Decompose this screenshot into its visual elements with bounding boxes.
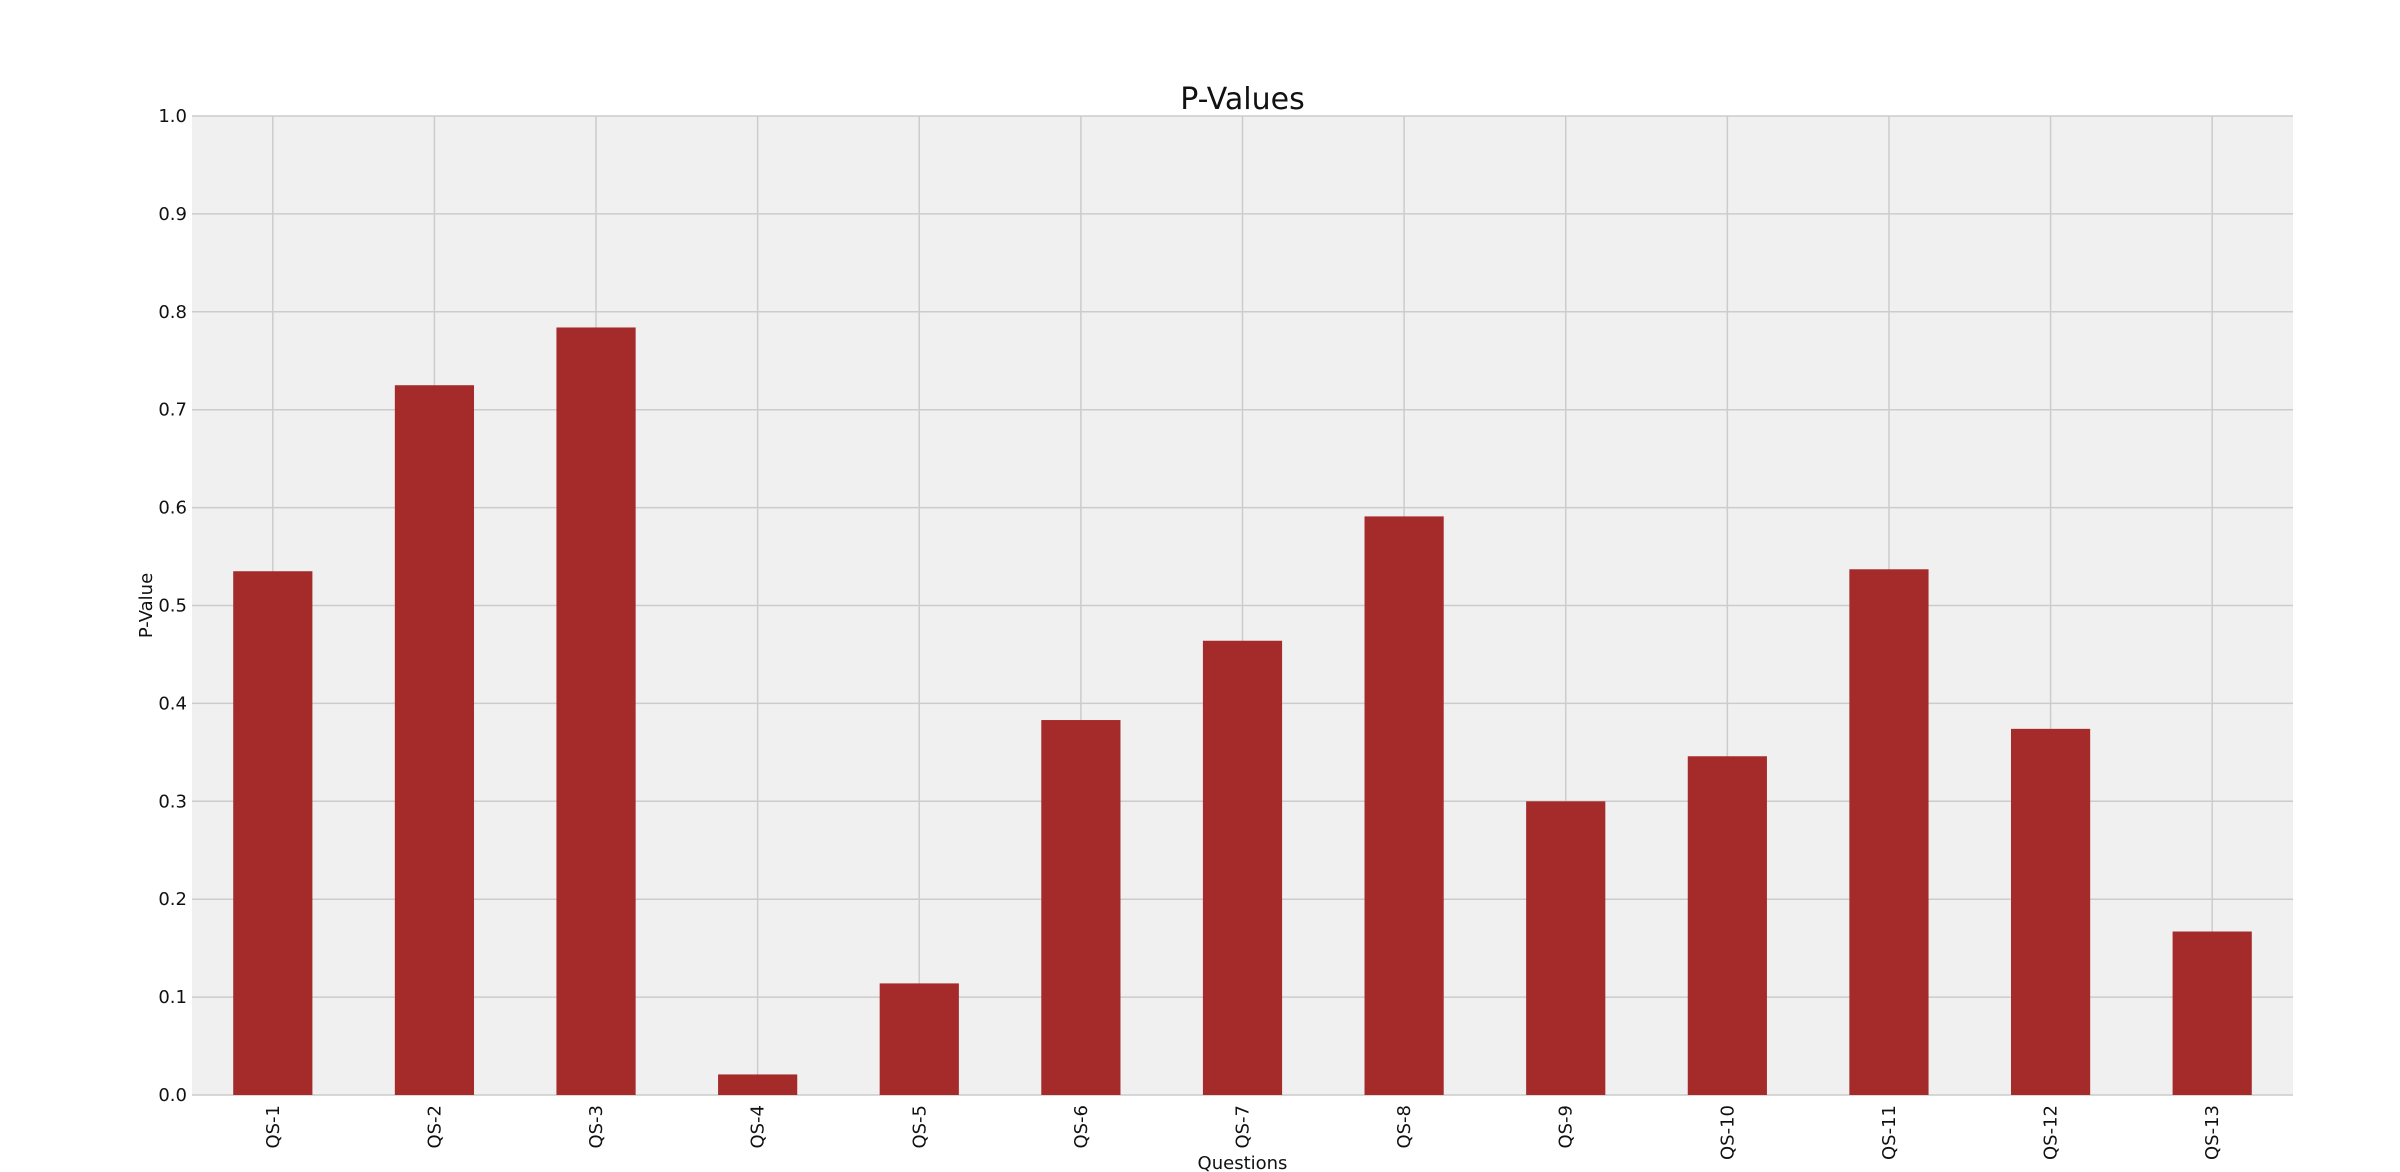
- bar-qs-7: [1202, 640, 1283, 1095]
- y-tick-label: 1.0: [158, 106, 187, 127]
- x-tick-label: QS-13: [2202, 1105, 2223, 1160]
- x-tick-label: QS-1: [263, 1105, 284, 1149]
- y-tick-label: 0.0: [158, 1085, 187, 1106]
- x-tick-label: QS-6: [1071, 1105, 1092, 1149]
- x-tick-label: QS-7: [1233, 1105, 1254, 1149]
- y-tick-label: 0.5: [158, 596, 187, 617]
- x-tick-label: QS-10: [1717, 1105, 1738, 1160]
- x-tick-label: QS-12: [2041, 1105, 2062, 1160]
- x-tick-label: QS-4: [748, 1105, 769, 1149]
- bar-qs-10: [1687, 756, 1767, 1095]
- y-axis-label: P-Value: [136, 573, 157, 638]
- y-tick-label: 0.6: [158, 498, 187, 519]
- bar-qs-1: [233, 571, 313, 1095]
- y-tick-label: 0.2: [158, 889, 187, 910]
- chart-title: P-Values: [1180, 82, 1305, 117]
- x-tick-label: QS-9: [1556, 1105, 1577, 1149]
- y-axis-ticks: 0.0 0.1 0.2 0.3 0.4 0.5 0.6 0.7 0.8 0.9 1.0: [158, 106, 187, 1106]
- bars: [233, 327, 2252, 1096]
- bar-qs-6: [1041, 720, 1121, 1095]
- y-tick-label: 0.4: [158, 693, 187, 714]
- x-tick-label: QS-3: [586, 1105, 607, 1149]
- x-tick-label: QS-11: [1879, 1105, 1900, 1160]
- x-tick-label: QS-2: [424, 1105, 445, 1149]
- x-axis-ticks: QS-1 QS-2 QS-3 QS-4 QS-5 QS-6 QS-7 QS-8 QS-9 QS-1…: [263, 1105, 2223, 1160]
- x-tick-label: QS-5: [909, 1105, 930, 1149]
- bar-qs-8: [1364, 516, 1444, 1095]
- y-tick-label: 0.9: [158, 204, 187, 225]
- bar-qs-11: [1849, 569, 1929, 1095]
- bar-qs-12: [2010, 728, 2091, 1095]
- bar-qs-9: [1526, 801, 1606, 1095]
- bar-qs-3: [556, 327, 636, 1095]
- bar-qs-13: [2172, 931, 2252, 1095]
- bar-qs-2: [394, 385, 475, 1096]
- y-tick-label: 0.8: [158, 302, 187, 323]
- x-tick-label: QS-8: [1394, 1105, 1415, 1149]
- bar-qs-5: [879, 983, 959, 1095]
- x-axis-label: Questions: [1198, 1153, 1288, 1172]
- y-tick-label: 0.7: [158, 400, 187, 421]
- y-tick-label: 0.1: [158, 987, 187, 1008]
- y-tick-label: 0.3: [158, 791, 187, 812]
- bar-qs-4: [718, 1074, 798, 1095]
